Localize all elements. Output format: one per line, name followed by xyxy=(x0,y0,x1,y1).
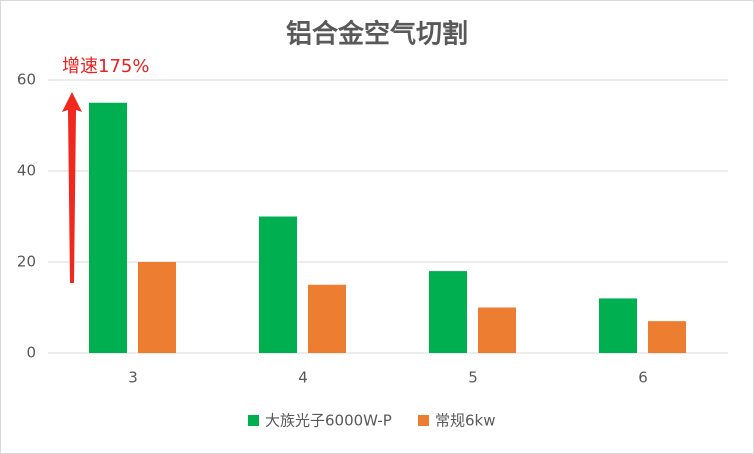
bar xyxy=(138,262,176,353)
bar xyxy=(648,321,686,353)
y-tick-label: 20 xyxy=(17,253,36,271)
legend-swatch xyxy=(418,415,429,426)
chart-title: 铝合金空气切割 xyxy=(286,19,468,50)
x-tick-label: 4 xyxy=(298,369,308,387)
bar xyxy=(599,298,637,353)
annotation: 增速175% xyxy=(62,56,149,77)
arrow xyxy=(62,92,82,283)
bar xyxy=(478,307,516,353)
y-tick-label: 0 xyxy=(26,344,36,362)
arrow-shape xyxy=(62,92,82,283)
y-tick-label: 40 xyxy=(17,162,36,180)
bar xyxy=(89,102,127,353)
y-tick-label: 60 xyxy=(17,71,36,89)
bar xyxy=(429,271,467,353)
x-tick-label: 3 xyxy=(128,369,138,387)
legend-label: 大族光子6000W-P xyxy=(265,412,392,430)
x-tick-label: 5 xyxy=(468,369,478,387)
legend-label: 常规6kw xyxy=(435,412,496,430)
bar xyxy=(259,216,297,353)
x-tick-label: 6 xyxy=(638,369,648,387)
bar xyxy=(308,284,346,353)
legend-swatch xyxy=(248,415,259,426)
